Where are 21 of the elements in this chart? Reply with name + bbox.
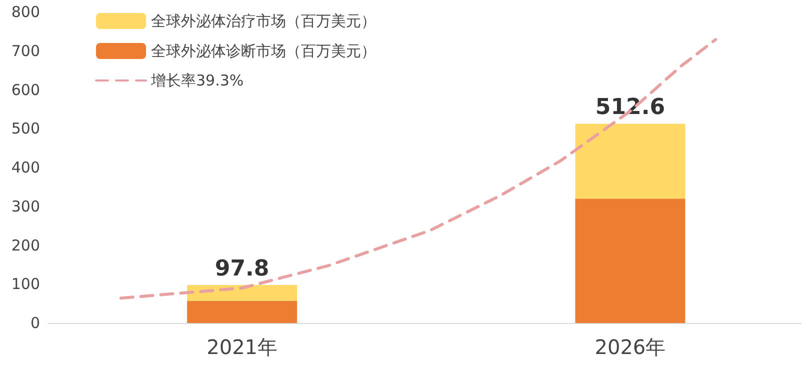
total-label: 512.6 — [595, 95, 666, 120]
bar — [187, 300, 298, 323]
bar — [187, 284, 298, 301]
x-tick-label: 2026年 — [594, 335, 666, 359]
bar — [575, 198, 686, 323]
line-series — [119, 38, 718, 300]
legend-label: 全球外泌体治疗市场（百万美元） — [151, 12, 376, 30]
legend-label: 全球外泌体诊断市场（百万美元） — [151, 42, 376, 60]
legend-label: 增长率39.3% — [150, 72, 244, 90]
y-tick-label: 800 — [11, 3, 40, 21]
total-label: 97.8 — [214, 256, 270, 282]
y-tick-label: 200 — [11, 236, 40, 254]
y-tick-label: 300 — [11, 197, 40, 216]
y-tick-label: 400 — [11, 158, 40, 176]
x-tick-label: 2021年 — [206, 335, 278, 359]
y-tick-label: 500 — [11, 120, 40, 138]
y-tick-label: 600 — [11, 80, 40, 99]
bar — [575, 124, 686, 199]
y-tick-label: 100 — [11, 275, 40, 294]
y-tick-label: 700 — [11, 42, 40, 60]
y-tick-label: 0 — [30, 314, 40, 332]
